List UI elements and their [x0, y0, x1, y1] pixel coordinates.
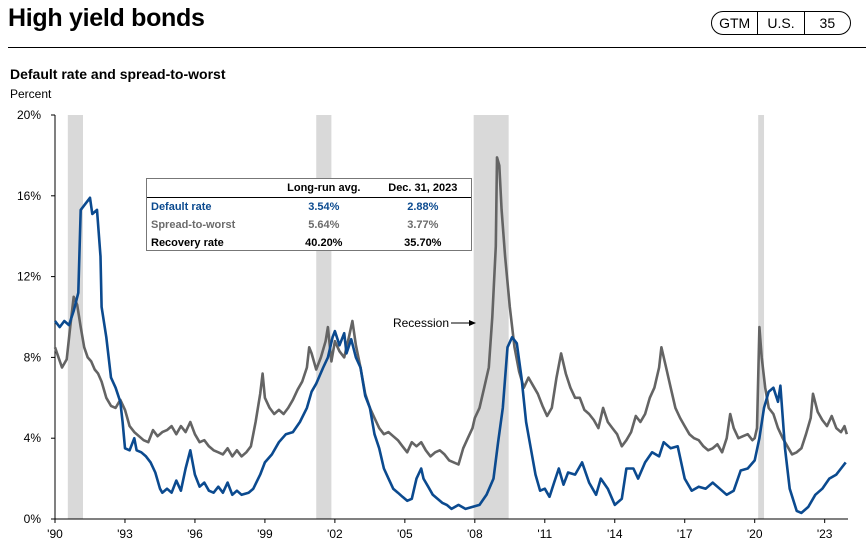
y-tick-label: 4%	[24, 431, 42, 445]
recession-band	[758, 115, 765, 519]
recession-band	[316, 115, 332, 519]
x-tick-label: '96	[187, 527, 203, 541]
x-tick-label: '99	[257, 527, 273, 541]
spread-to-worst-line	[53, 156, 849, 466]
x-tick-label: '05	[397, 527, 413, 541]
row-avg: 3.54%	[308, 200, 340, 213]
page-badge: GTM U.S. 35	[711, 11, 851, 35]
y-tick-label: 16%	[17, 189, 41, 203]
annotation-arrowhead	[469, 320, 476, 326]
x-tick-label: '08	[467, 527, 483, 541]
badge-region: U.S.	[757, 12, 803, 34]
row-latest: 3.77%	[407, 218, 439, 231]
row-label: Spread-to-worst	[151, 218, 236, 231]
table-header-cell: Dec. 31, 2023	[374, 179, 471, 198]
x-tick-label: '17	[677, 527, 693, 541]
y-tick-label: 0%	[24, 512, 42, 526]
y-tick-label: 20%	[17, 108, 41, 122]
table-header-cell: Long-run avg.	[273, 179, 375, 198]
page-title: High yield bonds	[8, 4, 205, 32]
x-tick-label: '90	[47, 527, 63, 541]
x-tick-label: '93	[117, 527, 133, 541]
row-avg: 40.20%	[305, 236, 343, 249]
y-tick-label: 8%	[24, 350, 42, 364]
x-tick-label: '23	[817, 527, 833, 541]
x-tick-label: '02	[327, 527, 343, 541]
row-label: Recovery rate	[151, 236, 224, 249]
x-tick-label: '14	[607, 527, 623, 541]
row-latest: 35.70%	[404, 236, 442, 249]
table-header-row: Long-run avg. Dec. 31, 2023	[147, 179, 471, 198]
row-latest: 2.88%	[407, 200, 439, 213]
badge-gtm: GTM	[719, 15, 751, 31]
table-header-cell	[147, 179, 273, 198]
recession-band	[67, 115, 83, 519]
stats-table: Long-run avg. Dec. 31, 2023 Default rate…	[146, 178, 472, 251]
y-axis-label: Percent	[10, 87, 52, 101]
badge-page-number: 35	[803, 12, 850, 34]
table-row: Recovery rate 40.20% 35.70%	[147, 234, 471, 252]
y-tick-label: 12%	[17, 270, 41, 284]
table-row: Spread-to-worst 5.64% 3.77%	[147, 216, 471, 234]
x-tick-label: '20	[747, 527, 763, 541]
header-divider	[8, 47, 866, 48]
x-tick-label: '11	[537, 527, 552, 541]
table-row: Default rate 3.54% 2.88%	[147, 198, 471, 217]
default-rate-line	[53, 196, 847, 515]
row-label: Default rate	[151, 200, 212, 213]
row-avg: 5.64%	[308, 218, 340, 231]
chart-title: Default rate and spread-to-worst	[10, 66, 226, 82]
recession-annotation: Recession	[393, 316, 449, 330]
